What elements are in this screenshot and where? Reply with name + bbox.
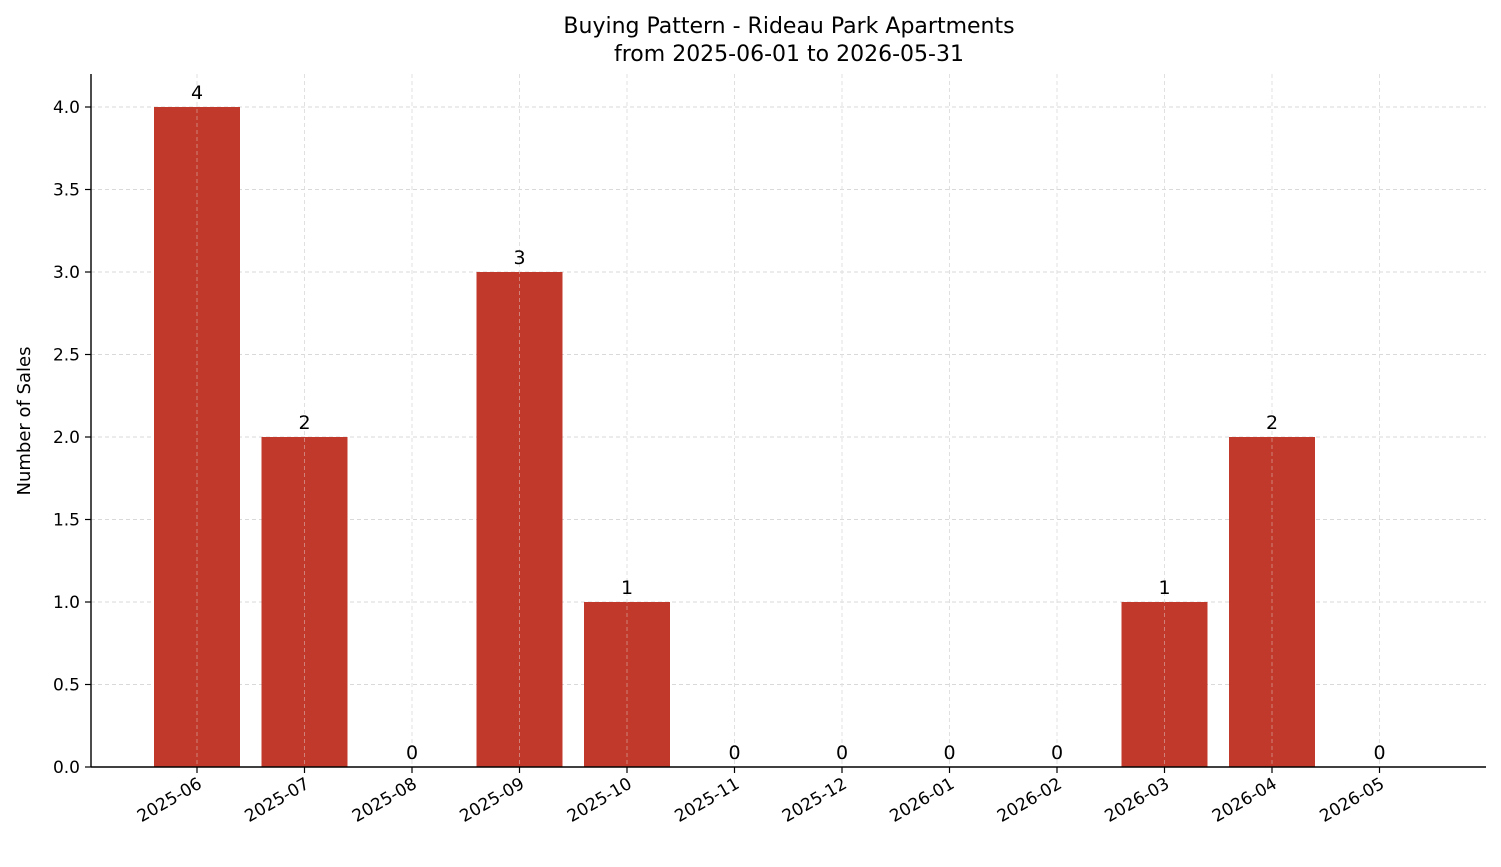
- bar-2025-06: [154, 107, 240, 767]
- y-tick-label: 1.0: [53, 593, 80, 613]
- x-tick-label: 2025-07: [241, 774, 313, 827]
- x-tick-label: 2026-03: [1101, 774, 1173, 827]
- x-tick-label: 2025-08: [349, 774, 421, 827]
- bar-value-label: 1: [1158, 577, 1170, 599]
- x-tick-label: 2025-11: [671, 774, 743, 827]
- bar-value-label: 0: [943, 742, 955, 764]
- y-tick-label: 0.5: [53, 676, 80, 696]
- bar-value-label: 2: [298, 412, 310, 434]
- x-tick-label: 2025-09: [456, 774, 528, 827]
- bar-layer: [154, 107, 1315, 767]
- bar-value-label: 0: [1051, 742, 1063, 764]
- bar-value-label: 4: [191, 82, 203, 104]
- chart-title: Buying Pattern - Rideau Park Apartments: [563, 14, 1014, 39]
- bar-value-label: 0: [836, 742, 848, 764]
- x-tick-label: 2025-06: [134, 774, 206, 827]
- bar-value-label: 1: [621, 577, 633, 599]
- x-tick-label: 2025-10: [564, 774, 636, 827]
- bar-value-label: 0: [1373, 742, 1385, 764]
- y-tick-label: 2.0: [53, 428, 80, 448]
- y-tick-label: 0.0: [53, 758, 80, 778]
- bar-value-label: 0: [406, 742, 418, 764]
- bar-value-label: 3: [513, 247, 525, 269]
- y-tick-label: 3.0: [53, 263, 80, 283]
- x-tick-label: 2025-12: [779, 774, 851, 827]
- x-tick-label: 2026-01: [886, 774, 958, 827]
- chart-subtitle: from 2025-06-01 to 2026-05-31: [614, 42, 964, 67]
- y-tick-label: 2.5: [53, 346, 80, 366]
- x-tick-label: 2026-05: [1316, 774, 1388, 827]
- x-tick-label: 2026-04: [1209, 774, 1281, 827]
- bar-value-label: 2: [1266, 412, 1278, 434]
- bar-label-layer: 4 2 0 3 1 0 0 0 0 1 2 0: [191, 82, 1386, 764]
- bar-value-label: 0: [728, 742, 740, 764]
- x-tick-label: 2026-02: [994, 774, 1066, 827]
- y-tick-label: 4.0: [53, 98, 80, 118]
- y-tick-label: 3.5: [53, 181, 80, 201]
- y-tick-label: 1.5: [53, 511, 80, 531]
- y-axis-label: Number of Sales: [14, 346, 35, 495]
